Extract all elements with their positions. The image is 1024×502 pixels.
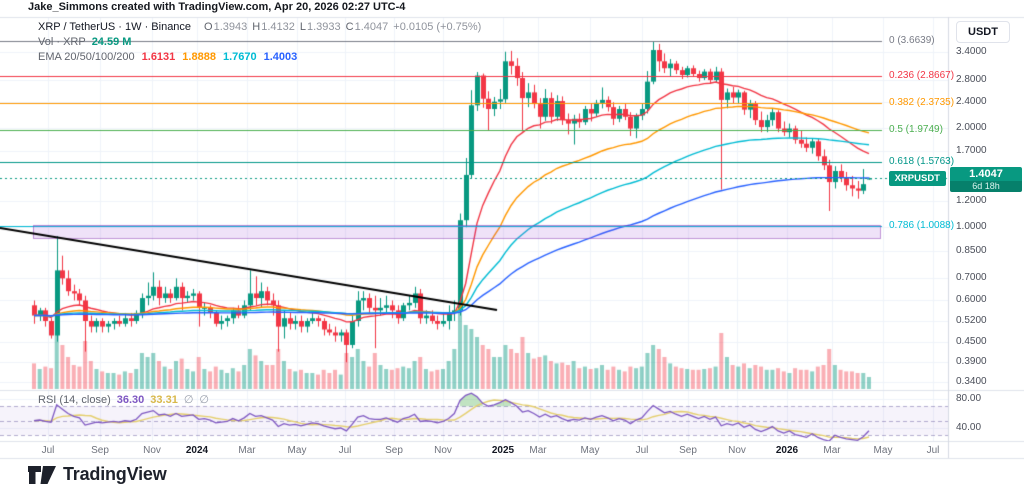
rsi-axis-label: 80.00 bbox=[956, 393, 982, 404]
time-axis-label: Jul bbox=[926, 445, 940, 456]
time-axis-label: Mar bbox=[529, 445, 547, 456]
time-axis-label: Jul bbox=[41, 445, 55, 456]
time-axis-label: 2024 bbox=[185, 445, 209, 456]
low-label: L bbox=[299, 21, 306, 33]
symbol-title: XRP / TetherUS · 1W · Binance bbox=[38, 21, 192, 33]
time-axis-label: Sep bbox=[385, 445, 403, 456]
price-axis-label: 0.3400 bbox=[956, 375, 987, 387]
open-value: 1.3943 bbox=[213, 21, 248, 33]
high-label: H bbox=[252, 21, 261, 33]
ema-legend-row: EMA 20/50/100/200 1.6131 1.8888 1.7670 1.400… bbox=[38, 50, 481, 64]
price-axis-label: 0.7000 bbox=[956, 272, 987, 284]
rsi-legend-row: RSI (14, close) 36.30 33.31 ∅ ∅ bbox=[38, 393, 209, 406]
current-price-value: 1.4047 bbox=[950, 167, 1022, 181]
low-value: 1.3933 bbox=[307, 21, 341, 33]
rsi-ma-value: 33.31 bbox=[150, 394, 178, 406]
price-axis-label: 1.7000 bbox=[956, 145, 987, 157]
price-axis-label: 3.4000 bbox=[956, 45, 987, 57]
time-axis-label: May bbox=[580, 445, 600, 456]
volume-legend-row: Vol · XRP 24.59 M bbox=[38, 35, 481, 49]
currency-toggle-button[interactable]: USDT bbox=[956, 21, 1010, 43]
symbol-legend-row: XRP / TetherUS · 1W · Binance O1.3943 H1.4… bbox=[38, 20, 481, 34]
price-axis-label: 0.6000 bbox=[956, 294, 987, 306]
tradingview-logo-icon[interactable] bbox=[28, 465, 56, 485]
price-axis-label: 2.0000 bbox=[956, 121, 987, 133]
time-axis-label: Nov bbox=[143, 445, 161, 456]
chart-legend: XRP / TetherUS · 1W · Binance O1.3943 H1.4… bbox=[38, 20, 481, 65]
time-axis-label: Jul bbox=[635, 445, 649, 456]
rsi-params: (14, close) bbox=[59, 394, 111, 406]
price-axis-label: 0.4500 bbox=[956, 335, 987, 347]
close-label: C bbox=[345, 21, 354, 33]
price-axis-label: 0.5200 bbox=[956, 314, 987, 326]
fib-level-label: 0.236 (2.8667) bbox=[889, 70, 955, 82]
rsi-label: RSI bbox=[38, 394, 57, 406]
fib-level-label: 0.382 (2.3735) bbox=[889, 97, 955, 109]
time-axis-label: 2026 bbox=[775, 445, 799, 456]
time-axis-label: May bbox=[873, 445, 893, 456]
time-axis-label: Sep bbox=[679, 445, 697, 456]
time-axis-label: Mar bbox=[823, 445, 841, 456]
bar-countdown: 6d 18h bbox=[950, 181, 1022, 192]
attribution: Jake_Simmons created with TradingView.co… bbox=[28, 1, 406, 13]
price-axis-label: 0.8500 bbox=[956, 244, 987, 256]
high-value: 1.4132 bbox=[261, 21, 295, 33]
rsi-value: 36.30 bbox=[116, 394, 145, 406]
rsi-axis-label: 40.00 bbox=[956, 422, 982, 433]
time-axis-label: Sep bbox=[91, 445, 109, 456]
price-axis-label: 2.4000 bbox=[956, 95, 987, 107]
rsi-hidden-band-icon[interactable]: ∅ bbox=[183, 394, 194, 406]
ema20-value: 1.6131 bbox=[141, 51, 176, 63]
volume-label: Vol · XRP bbox=[38, 36, 86, 48]
fib-level-label: 0.5 (1.9749) bbox=[889, 123, 943, 135]
current-price-badge: 1.4047 6d 18h bbox=[950, 167, 1022, 192]
time-axis-label: 2025 bbox=[491, 445, 515, 456]
price-axis-label: 0.3900 bbox=[956, 356, 987, 368]
ema100-value: 1.7670 bbox=[222, 51, 257, 63]
symbol-price-flag: XRPUSDT bbox=[888, 171, 946, 186]
fib-level-label: 0.786 (1.0088) bbox=[889, 219, 955, 231]
time-axis-label: Mar bbox=[238, 445, 256, 456]
ema-label: EMA 20/50/100/200 bbox=[38, 51, 135, 63]
ema200-value: 1.4003 bbox=[263, 51, 298, 63]
price-axis-label: 1.0000 bbox=[956, 221, 987, 233]
volume-value: 24.59 M bbox=[91, 36, 132, 48]
open-label: O bbox=[204, 21, 213, 33]
close-value: 1.4047 bbox=[354, 21, 389, 33]
fib-level-label: 0.618 (1.5763) bbox=[889, 155, 955, 167]
ema50-value: 1.8888 bbox=[182, 51, 216, 63]
change-value: +0.0105 (+0.75%) bbox=[393, 21, 482, 33]
time-axis-label: Nov bbox=[434, 445, 452, 456]
time-axis-label: May bbox=[287, 445, 307, 456]
rsi-hidden-band-icon[interactable]: ∅ bbox=[199, 394, 210, 406]
fib-level-label: 0 (3.6639) bbox=[889, 35, 935, 46]
time-axis-label: Nov bbox=[728, 445, 746, 456]
tradingview-wordmark[interactable]: TradingView bbox=[63, 464, 167, 484]
footer: TradingView bbox=[28, 464, 167, 485]
time-axis-label: Jul bbox=[338, 445, 352, 456]
price-axis-label: 1.2000 bbox=[956, 195, 987, 207]
price-axis-label: 2.8000 bbox=[956, 73, 987, 85]
